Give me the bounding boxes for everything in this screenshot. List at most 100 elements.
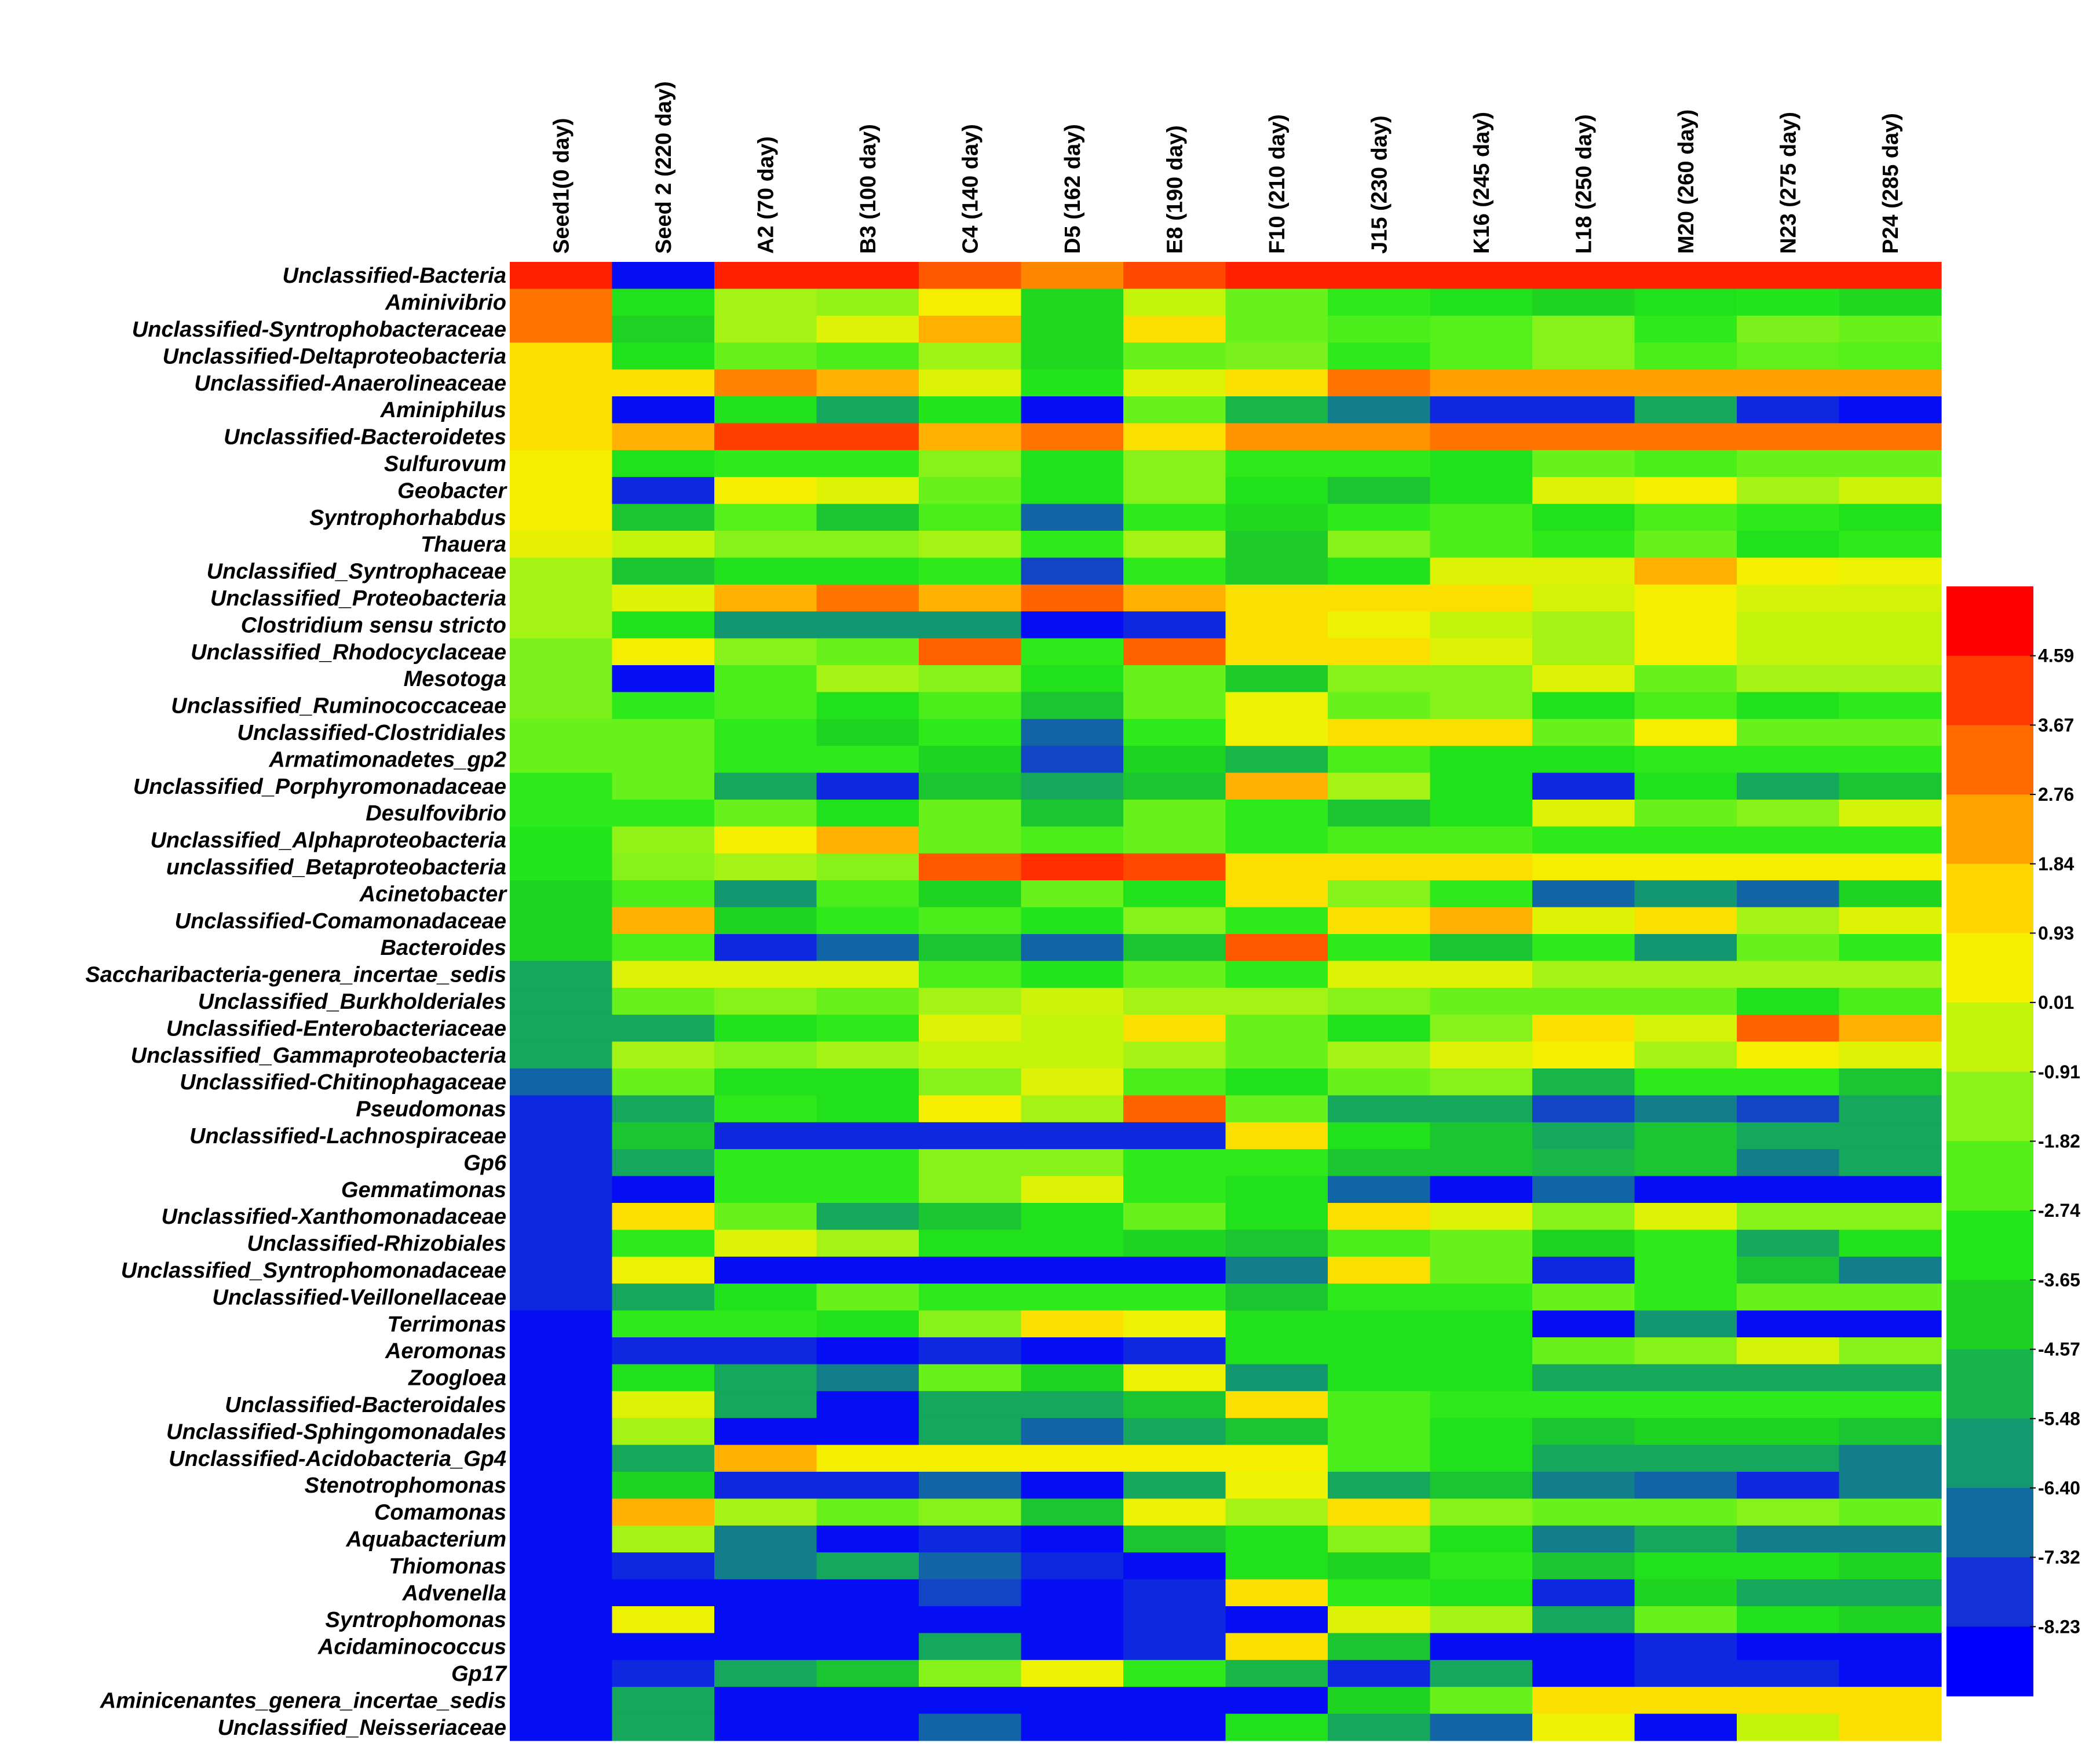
heatmap-cell	[612, 1068, 715, 1096]
heatmap-cell	[1328, 961, 1431, 989]
heatmap-cell	[1225, 531, 1328, 558]
heatmap-cell	[1532, 1041, 1635, 1069]
heatmap-cell	[1021, 1633, 1124, 1661]
heatmap-cell	[612, 1310, 715, 1338]
heatmap-cell	[1328, 289, 1431, 316]
row-label: Unclassified-Anaerolineaceae	[194, 371, 506, 396]
heatmap-cell	[1532, 1418, 1635, 1446]
heatmap-cell	[714, 1713, 817, 1741]
heatmap-cell	[1839, 934, 1942, 961]
heatmap-cell	[1328, 1445, 1431, 1472]
heatmap-cell	[1328, 1041, 1431, 1069]
heatmap-cell	[1737, 396, 1840, 424]
heatmap-cell	[1737, 1337, 1840, 1365]
heatmap-cell	[1737, 450, 1840, 477]
row-label: Unclassified_Gammaproteobacteria	[131, 1044, 506, 1068]
heatmap-cell	[1021, 1041, 1124, 1069]
row-label: Stenotrophomonas	[305, 1473, 506, 1498]
heatmap-cell	[1328, 1418, 1431, 1446]
heatmap-cell	[919, 1041, 1022, 1069]
heatmap-cell	[919, 1095, 1022, 1123]
heatmap-cell	[816, 934, 919, 961]
heatmap-cell	[1839, 1337, 1942, 1365]
heatmap-cell	[1737, 1176, 1840, 1203]
heatmap-cell	[1430, 1095, 1533, 1123]
heatmap-cell	[816, 1472, 919, 1499]
heatmap-cell	[1634, 611, 1737, 639]
heatmap-cell	[1123, 961, 1226, 989]
heatmap-cell	[1123, 477, 1226, 505]
heatmap-cell	[1225, 1472, 1328, 1499]
heatmap-cell	[1532, 1659, 1635, 1687]
heatmap-cell	[1328, 1068, 1431, 1096]
row-label: Aminicenantes_genera_incertae_sedis	[100, 1688, 506, 1713]
heatmap-cell	[714, 934, 817, 961]
heatmap-cell	[1430, 1203, 1533, 1230]
heatmap-cell	[1123, 504, 1226, 531]
heatmap-cell	[612, 1149, 715, 1177]
heatmap-cell	[510, 342, 613, 370]
heatmap-cell	[1839, 1579, 1942, 1607]
heatmap-cell	[1123, 315, 1226, 343]
heatmap-cell	[510, 289, 613, 316]
heatmap-cell	[714, 746, 817, 774]
heatmap-cell	[1430, 1445, 1533, 1472]
column-label: A2 (70 day)	[754, 136, 778, 254]
heatmap-cell	[510, 1283, 613, 1311]
heatmap-cell	[1021, 1068, 1124, 1096]
heatmap-cell	[1430, 1337, 1533, 1365]
heatmap-cell	[1532, 477, 1635, 505]
heatmap-cell	[1430, 746, 1533, 774]
heatmap-cell	[612, 1606, 715, 1633]
heatmap-cell	[919, 1606, 1022, 1633]
heatmap-cell	[919, 1337, 1022, 1365]
heatmap-cell	[1328, 557, 1431, 585]
row-label: Terrimonas	[387, 1312, 506, 1337]
heatmap-cell	[1737, 584, 1840, 612]
heatmap-cell	[510, 772, 613, 800]
heatmap-cell	[1737, 1498, 1840, 1526]
heatmap-cell	[714, 907, 817, 935]
legend-label: -0.91	[2038, 1062, 2080, 1082]
heatmap-cell	[816, 262, 919, 289]
heatmap-cell	[1839, 961, 1942, 989]
heatmap-cell	[1839, 450, 1942, 477]
heatmap-cell	[1532, 342, 1635, 370]
heatmap-cell	[1634, 1337, 1737, 1365]
heatmap-cell	[1430, 1176, 1533, 1203]
heatmap-cell	[919, 423, 1022, 451]
heatmap-cell	[919, 1203, 1022, 1230]
heatmap-cell	[1737, 853, 1840, 881]
heatmap-cell	[1225, 1525, 1328, 1553]
heatmap-cell	[1328, 1015, 1431, 1042]
heatmap-cell	[816, 746, 919, 774]
row-label: Aminiphilus	[380, 398, 506, 422]
heatmap-cell	[1737, 1391, 1840, 1418]
heatmap-cell	[1430, 1498, 1533, 1526]
row-label: Acidaminococcus	[317, 1635, 506, 1659]
heatmap-cell	[612, 1095, 715, 1123]
heatmap-cell	[612, 1203, 715, 1230]
heatmap-cell	[1328, 1095, 1431, 1123]
heatmap-cell	[1839, 504, 1942, 531]
row-label: Unclassified-Deltaproteobacteria	[163, 344, 506, 369]
heatmap-cell	[1430, 531, 1533, 558]
heatmap-cell	[714, 584, 817, 612]
legend-label: -2.74	[2038, 1200, 2080, 1221]
heatmap-cell	[1532, 315, 1635, 343]
heatmap-cell	[816, 961, 919, 989]
heatmap-cell	[1328, 611, 1431, 639]
heatmap-cell	[1634, 1687, 1737, 1715]
heatmap-cell	[1430, 369, 1533, 397]
heatmap-cell	[510, 1391, 613, 1418]
heatmap-cell	[1430, 1633, 1533, 1661]
heatmap-cell	[1123, 880, 1226, 908]
heatmap-cell	[612, 1122, 715, 1150]
heatmap-cell	[1634, 987, 1737, 1015]
heatmap-cell	[1634, 1095, 1737, 1123]
heatmap-cell	[1021, 1337, 1124, 1365]
heatmap-cell	[1634, 1256, 1737, 1284]
legend-swatch	[1946, 1418, 2033, 1489]
heatmap-cell	[1839, 262, 1942, 289]
